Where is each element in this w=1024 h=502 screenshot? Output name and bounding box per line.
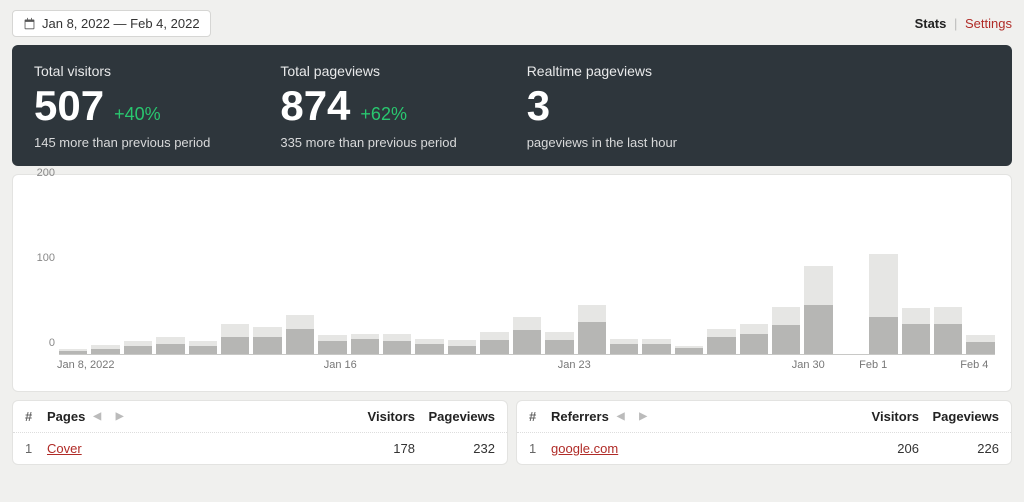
x-label: Feb 4 — [960, 359, 988, 371]
nav-separator: | — [954, 16, 957, 31]
y-tick: 200 — [37, 167, 55, 179]
chart-bar[interactable] — [253, 185, 281, 354]
chart-bar[interactable] — [837, 185, 865, 354]
pages-table-head: # Pages ◀ ▶ Visitors Pageviews — [13, 401, 507, 433]
y-axis: 0100200 — [29, 185, 59, 355]
stat-realtime-label: Realtime pageviews — [527, 63, 677, 79]
chart-bar[interactable] — [902, 185, 930, 354]
table-row: 1 google.com 206 226 — [517, 433, 1011, 464]
pages-th-name: Pages ◀ ▶ — [47, 409, 335, 424]
x-label: Jan 8, 2022 — [57, 359, 115, 371]
stat-pageviews-delta: +62% — [360, 104, 407, 125]
chart-bar[interactable] — [156, 185, 184, 354]
referrers-th-num: # — [529, 409, 551, 424]
date-range-text: Jan 8, 2022 — Feb 4, 2022 — [42, 16, 200, 31]
tables-row: # Pages ◀ ▶ Visitors Pageviews 1 Cover 1… — [12, 400, 1012, 465]
stat-pageviews-label: Total pageviews — [280, 63, 456, 79]
stat-visitors-label: Total visitors — [34, 63, 210, 79]
referrers-th-name-text: Referrers — [551, 409, 609, 424]
pages-row-link[interactable]: Cover — [47, 441, 82, 456]
nav-settings[interactable]: Settings — [965, 16, 1012, 31]
referrers-th-pageviews: Pageviews — [919, 409, 999, 424]
referrers-th-visitors: Visitors — [839, 409, 919, 424]
chart-bar[interactable] — [189, 185, 217, 354]
chart-bar[interactable] — [578, 185, 606, 354]
y-tick: 0 — [49, 337, 55, 349]
pages-th-num: # — [25, 409, 47, 424]
chart-bar[interactable] — [415, 185, 443, 354]
x-label: Jan 23 — [558, 359, 591, 371]
chart-bar[interactable] — [480, 185, 508, 354]
calendar-icon — [23, 17, 36, 30]
chart-bar[interactable] — [642, 185, 670, 354]
chart-bar[interactable] — [448, 185, 476, 354]
chart-bar[interactable] — [513, 185, 541, 354]
chart-bar[interactable] — [318, 185, 346, 354]
chart-bar[interactable] — [124, 185, 152, 354]
pages-table: # Pages ◀ ▶ Visitors Pageviews 1 Cover 1… — [12, 400, 508, 465]
y-tick: 100 — [37, 252, 55, 264]
chart-bar[interactable] — [772, 185, 800, 354]
stat-realtime-sub: pageviews in the last hour — [527, 135, 677, 150]
chart-bar[interactable] — [869, 185, 897, 354]
referrers-row-rank: 1 — [529, 441, 551, 456]
referrers-th-name: Referrers ◀ ▶ — [551, 409, 839, 424]
stat-pageviews-value: 874 — [280, 85, 350, 127]
chart-bar[interactable] — [545, 185, 573, 354]
chart-bar[interactable] — [610, 185, 638, 354]
topbar: Jan 8, 2022 — Feb 4, 2022 Stats | Settin… — [12, 10, 1012, 37]
chart-bar[interactable] — [286, 185, 314, 354]
pages-row-pageviews: 232 — [415, 441, 495, 456]
date-range-button[interactable]: Jan 8, 2022 — Feb 4, 2022 — [12, 10, 211, 37]
referrers-pager[interactable]: ◀ ▶ — [617, 411, 653, 422]
chart-bar[interactable] — [59, 185, 87, 354]
x-label: Jan 30 — [792, 359, 825, 371]
referrers-table-head: # Referrers ◀ ▶ Visitors Pageviews — [517, 401, 1011, 433]
pages-th-name-text: Pages — [47, 409, 85, 424]
stat-realtime: Realtime pageviews 3 pageviews in the la… — [527, 63, 677, 150]
stats-panel: Total visitors 507 +40% 145 more than pr… — [12, 45, 1012, 166]
pages-th-visitors: Visitors — [335, 409, 415, 424]
chart-bar[interactable] — [740, 185, 768, 354]
stat-visitors-sub: 145 more than previous period — [34, 135, 210, 150]
stat-realtime-value: 3 — [527, 85, 550, 127]
pages-row-rank: 1 — [25, 441, 47, 456]
x-axis: Jan 8, 2022 Jan 16 Jan 23 Jan 30 Feb 1 Feb 4 — [59, 359, 995, 377]
chart-bar[interactable] — [221, 185, 249, 354]
chart-bar[interactable] — [707, 185, 735, 354]
chart-bar[interactable] — [351, 185, 379, 354]
nav-stats[interactable]: Stats — [915, 16, 947, 31]
referrers-row-visitors: 206 — [839, 441, 919, 456]
x-label: Feb 1 — [859, 359, 887, 371]
stat-pageviews-sub: 335 more than previous period — [280, 135, 456, 150]
pages-th-pageviews: Pageviews — [415, 409, 495, 424]
stat-visitors-delta: +40% — [114, 104, 161, 125]
chart-bar[interactable] — [804, 185, 832, 354]
chart-bar[interactable] — [383, 185, 411, 354]
referrers-table: # Referrers ◀ ▶ Visitors Pageviews 1 goo… — [516, 400, 1012, 465]
chart-bar[interactable] — [91, 185, 119, 354]
chart-bars — [59, 185, 995, 355]
pages-row-visitors: 178 — [335, 441, 415, 456]
chart-bar[interactable] — [934, 185, 962, 354]
stat-pageviews: Total pageviews 874 +62% 335 more than p… — [280, 63, 456, 150]
x-label: Jan 16 — [324, 359, 357, 371]
stat-visitors: Total visitors 507 +40% 145 more than pr… — [34, 63, 210, 150]
chart-bar[interactable] — [675, 185, 703, 354]
referrers-row-pageviews: 226 — [919, 441, 999, 456]
chart-area: 0100200 — [59, 185, 995, 355]
referrers-row-link[interactable]: google.com — [551, 441, 618, 456]
stat-visitors-value: 507 — [34, 85, 104, 127]
table-row: 1 Cover 178 232 — [13, 433, 507, 464]
chart-panel: 0100200 Jan 8, 2022 Jan 16 Jan 23 Jan 30 Feb… — [12, 174, 1012, 392]
pages-pager[interactable]: ◀ ▶ — [93, 411, 129, 422]
chart-bar[interactable] — [966, 185, 994, 354]
nav-links: Stats | Settings — [915, 16, 1012, 31]
